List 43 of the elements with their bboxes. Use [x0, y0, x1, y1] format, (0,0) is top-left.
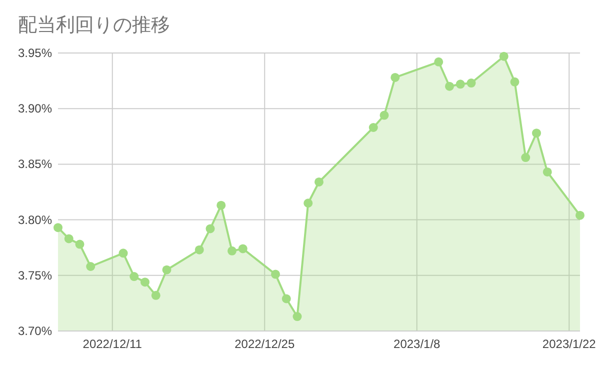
- point: [151, 290, 160, 300]
- point: [118, 248, 128, 258]
- x-tick-label: 2022/12/11: [82, 337, 142, 351]
- point: [292, 312, 302, 322]
- point: [140, 278, 150, 287]
- point: [521, 153, 530, 162]
- point: [206, 224, 215, 234]
- point: [162, 265, 172, 274]
- point: [75, 240, 84, 249]
- x-tick-label: 2023/1/22: [542, 337, 596, 351]
- point: [216, 200, 226, 210]
- point: [304, 198, 313, 208]
- x-tick-label: 2022/12/25: [234, 337, 295, 351]
- point: [434, 57, 444, 66]
- point: [130, 272, 139, 282]
- y-tick-label: 3.95%: [18, 46, 52, 60]
- point: [532, 128, 541, 138]
- point: [466, 78, 476, 88]
- point: [380, 110, 389, 120]
- chart-title: 配当利回りの推移: [18, 15, 170, 36]
- y-tick-label: 3.85%: [18, 157, 52, 172]
- y-tick-label: 3.90%: [18, 102, 52, 116]
- point: [271, 270, 280, 279]
- point: [390, 72, 400, 82]
- point: [64, 234, 74, 244]
- x-tick-label: 2023/1/8: [394, 337, 441, 351]
- point: [368, 123, 378, 132]
- point: [445, 82, 454, 91]
- y-tick-label: 3.80%: [18, 212, 52, 227]
- y-tick-label: 3.70%: [18, 324, 52, 338]
- point: [238, 244, 248, 254]
- point: [456, 80, 465, 89]
- point: [576, 210, 584, 220]
- point: [228, 246, 236, 256]
- point: [282, 294, 291, 304]
- y-tick-label: 3.75%: [18, 268, 52, 282]
- point: [314, 177, 324, 186]
- point: [499, 52, 508, 61]
- point: [510, 77, 520, 86]
- point: [542, 167, 552, 176]
- point: [194, 245, 204, 254]
- point: [54, 223, 62, 232]
- point: [86, 262, 96, 272]
